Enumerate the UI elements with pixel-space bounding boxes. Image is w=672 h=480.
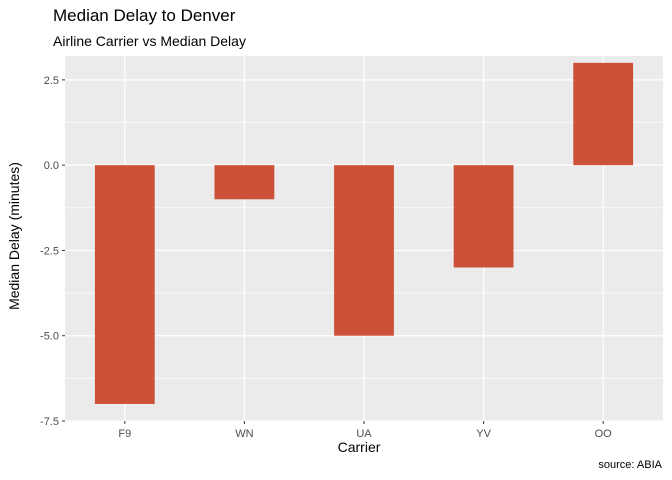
- x-axis: F9 WN UA YV OO: [118, 421, 612, 440]
- y-tick-label: -7.5: [40, 416, 59, 428]
- bars: [94, 62, 634, 404]
- x-tick-label: WN: [235, 428, 253, 440]
- x-axis-label: Carrier: [338, 439, 381, 455]
- chart-caption: source: ABIA: [598, 459, 662, 471]
- chart-subtitle: Airline Carrier vs Median Delay: [53, 33, 246, 49]
- bar-yv: [453, 165, 514, 268]
- x-tick-label: OO: [595, 428, 613, 440]
- x-tick-label: F9: [118, 428, 131, 440]
- bar-f9: [94, 165, 155, 404]
- bar-wn: [214, 165, 275, 200]
- y-tick-label: 2.5: [44, 75, 59, 87]
- bar-ua: [334, 165, 394, 336]
- bar-oo: [573, 62, 634, 166]
- y-axis-label: Median Delay (minutes): [6, 162, 22, 310]
- x-tick-label: YV: [476, 428, 491, 440]
- x-tick-label: UA: [356, 428, 372, 440]
- chart-title: Median Delay to Denver: [53, 6, 236, 25]
- y-tick-label: -2.5: [40, 245, 59, 257]
- y-tick-label: 0.0: [44, 160, 59, 172]
- y-tick-label: -5.0: [40, 331, 59, 343]
- y-axis: -7.5 -5.0 -2.5 0.0 2.5: [40, 75, 65, 428]
